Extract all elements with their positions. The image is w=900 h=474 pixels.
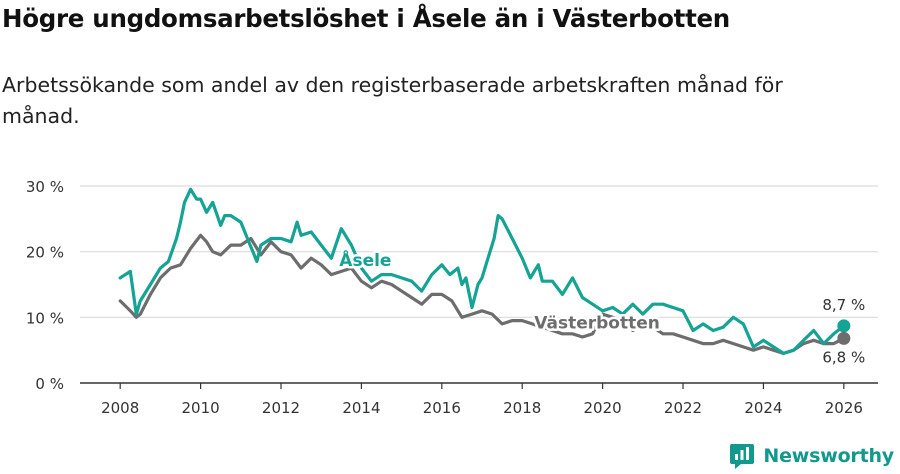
chart-title: Högre ungdomsarbetslöshet i Åsele än i V… — [2, 4, 730, 33]
end-value-label-vasterbotten: 6,8 % — [822, 348, 865, 366]
x-tick-label: 2018 — [503, 399, 541, 417]
x-tick-label: 2012 — [262, 399, 300, 417]
x-tick-label: 2026 — [825, 399, 863, 417]
series-end-point[interactable] — [837, 319, 851, 333]
y-tick-label: 30 % — [26, 178, 64, 196]
newsworthy-logo-icon — [730, 444, 755, 469]
y-tick-label: 0 % — [35, 375, 64, 393]
x-tick-label: 2022 — [664, 399, 702, 417]
series-line-vsterbotten — [118, 233, 846, 355]
x-tick-label: 2010 — [182, 399, 220, 417]
y-tick-label: 10 % — [26, 309, 64, 327]
series-label-vasterbotten: Västerbotten — [534, 313, 660, 333]
x-tick-label: 2020 — [584, 399, 622, 417]
x-tick-label: 2008 — [101, 399, 139, 417]
y-tick-label: 20 % — [26, 244, 64, 262]
brand-logo[interactable]: Newsworthy — [729, 442, 894, 470]
chart-subtitle: Arbetssökande som andel av den registerb… — [2, 73, 783, 128]
series-line-sele — [118, 187, 846, 355]
x-tick-label: 2016 — [423, 399, 461, 417]
end-value-label-asele: 8,7 % — [822, 296, 865, 314]
brand-name: Newsworthy — [763, 445, 894, 467]
series-end-point[interactable] — [837, 331, 851, 345]
x-tick-label: 2014 — [342, 399, 380, 417]
series-label-asele: Åsele — [339, 248, 391, 271]
x-tick-label: 2024 — [744, 399, 782, 417]
